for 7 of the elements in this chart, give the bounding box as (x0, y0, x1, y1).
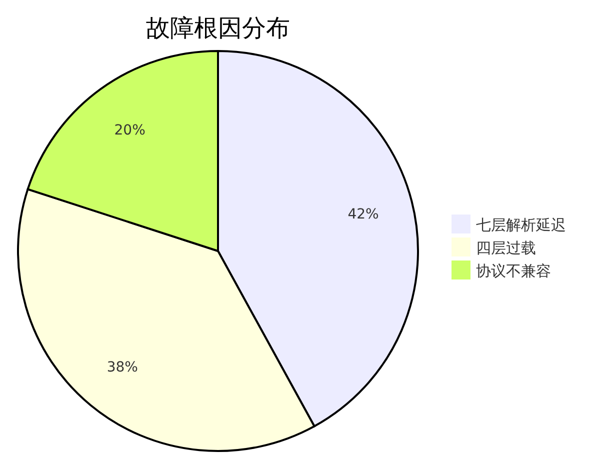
legend-label: 四层过载 (476, 239, 536, 257)
chart-title: 故障根因分布 (146, 14, 290, 42)
data-label: 42% (348, 206, 379, 223)
data-label: 38% (106, 360, 138, 376)
legend-label: 协议不兼容 (476, 262, 551, 280)
legend-label: 七层解析延迟 (476, 216, 566, 234)
data-label: 20% (114, 122, 146, 139)
